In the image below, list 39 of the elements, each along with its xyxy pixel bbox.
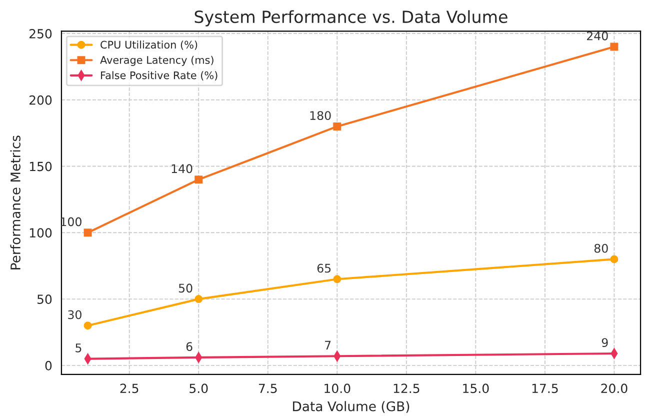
x-tick-label: 5.0 (190, 384, 208, 394)
data-label: 240 (586, 31, 608, 40)
point (194, 295, 203, 304)
point (194, 176, 203, 184)
data-label: 65 (317, 264, 331, 273)
x-tick-label: 7.5 (258, 384, 277, 394)
point (84, 228, 92, 237)
data-label: 50 (178, 284, 192, 293)
y-tick-label: 150 (30, 162, 52, 172)
point (333, 275, 342, 284)
x-tick-label: 17.5 (532, 384, 558, 394)
data-label: 30 (68, 310, 82, 320)
x-tick-label: 20.0 (601, 384, 628, 394)
point (84, 322, 92, 330)
data-label: 180 (310, 111, 331, 120)
x-tick-label: 2.5 (120, 384, 138, 394)
x-tick-label: 10.0 (324, 384, 350, 394)
y-tick-label: 250 (29, 28, 52, 38)
legend-label: CPU Utilization (%) (100, 40, 198, 50)
y-tick-label: 100 (30, 228, 52, 238)
y-tick-label: 0 (45, 360, 52, 370)
y-tick-label: 200 (29, 95, 52, 105)
x-tick-label: 12.5 (394, 384, 420, 394)
data-label: 9 (602, 338, 608, 348)
y-tick-label: 50 (37, 294, 52, 304)
legend-label: Average Latency (ms) (100, 56, 214, 66)
data-label: 80 (594, 244, 608, 253)
data-label: 5 (76, 344, 82, 352)
point (610, 255, 618, 264)
y-axis-title: Performance Metrics (10, 136, 20, 270)
x-tick-label: 15.0 (463, 384, 489, 394)
x-axis-title: Data Volume (GB) (293, 401, 410, 413)
point (610, 42, 618, 51)
data-label: 7 (325, 340, 331, 350)
data-label: 140 (172, 164, 192, 174)
data-label: 6 (186, 342, 192, 352)
point (333, 122, 342, 130)
chart-title: System Performance vs. Data Volume (194, 10, 508, 26)
legend-label: False Positive Rate (%) (101, 71, 218, 80)
